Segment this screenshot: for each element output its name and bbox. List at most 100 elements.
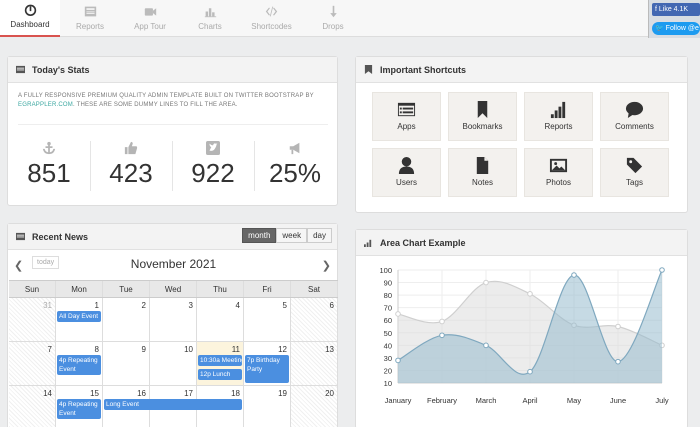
calendar-day[interactable]: 6 [291, 298, 338, 341]
x-tick-label: January [385, 396, 412, 405]
month-view-button[interactable]: month [242, 228, 277, 243]
arrow-down-icon [329, 5, 337, 18]
stat-value: 922 [191, 158, 235, 188]
todays-stats-panel: Today's Stats A FULLY RESPONSIVE PREMIUM… [7, 56, 338, 206]
calendar-day[interactable]: 19 [244, 386, 291, 427]
data-point [615, 358, 621, 365]
calendar-event[interactable]: 4p Repeating Event [57, 399, 101, 419]
next-month-button[interactable]: ❯ [321, 260, 331, 272]
panel-title: Important Shortcuts [380, 64, 467, 75]
calendar-day[interactable]: 8 4p Repeating Event [56, 342, 103, 385]
nav-label: App Tour [134, 22, 166, 31]
panel-header: Area Chart Example [356, 230, 687, 256]
nav-label: Charts [198, 22, 222, 31]
twitter-follow-button[interactable]: 🐦 Follow @e [652, 22, 700, 35]
facebook-like-button[interactable]: f Like 4.1K [652, 3, 700, 16]
calendar-day[interactable]: 10 [150, 342, 197, 385]
panel-header: Today's Stats [8, 57, 337, 83]
panel-header: Important Shortcuts [356, 57, 687, 83]
nav-app-tour[interactable]: App Tour [120, 0, 180, 37]
nav-label: Drops [322, 22, 344, 31]
calendar-day[interactable]: 15 4p Repeating Event [56, 386, 103, 427]
nav-label: Reports [75, 22, 104, 31]
bookmark-icon [477, 100, 488, 119]
divider [172, 141, 173, 191]
calendar-day[interactable]: 1 All Day Event [56, 298, 103, 341]
data-point [395, 311, 401, 317]
data-point [615, 323, 621, 330]
week-view-button[interactable]: week [276, 228, 308, 243]
file-icon [476, 156, 489, 175]
comment-icon [625, 101, 644, 119]
calendar-grid: Sun Mon Tue Wed Thu Fri Sat 31 1 All Day… [9, 280, 338, 427]
egrappler-link[interactable]: EGRAPPLER.COM [18, 102, 73, 108]
nav-label: Shortcodes [251, 22, 292, 31]
nav-dashboard[interactable]: Dashboard [0, 0, 60, 37]
divider [18, 124, 328, 125]
stat-twitter: 922 [172, 141, 254, 191]
prev-month-button[interactable]: ❮ [14, 260, 24, 272]
shortcut-photos[interactable]: Photos [524, 148, 593, 197]
x-tick-label: July [655, 396, 669, 405]
data-point [395, 357, 401, 364]
calendar-week-row: 7 8 4p Repeating Event 9 10 11 10:30a Me… [9, 342, 338, 386]
nav-drops[interactable]: Drops [303, 0, 363, 37]
y-tick-label: 50 [384, 329, 392, 338]
calendar-day[interactable]: 9 [103, 342, 150, 385]
top-nav: Dashboard Reports App Tour Charts Shortc… [0, 0, 700, 37]
window-list-icon [397, 102, 416, 117]
thumbs-up-icon [124, 141, 138, 155]
shortcut-bookmarks[interactable]: Bookmarks [448, 92, 517, 141]
shortcut-apps[interactable]: Apps [372, 92, 441, 141]
calendar-event[interactable]: 4p Repeating Event [57, 355, 101, 375]
signal-bars-icon [364, 239, 372, 247]
area-chart-panel: Area Chart Example 10 20 30 40 50 60 70 80 90 100… [355, 229, 688, 427]
y-tick-label: 30 [384, 354, 392, 363]
x-tick-label: February [427, 396, 457, 405]
calendar-event[interactable]: 10:30a Meeting [198, 355, 242, 366]
data-point [439, 332, 445, 339]
nav-shortcodes[interactable]: Shortcodes [240, 0, 303, 37]
shortcut-tags[interactable]: Tags [600, 148, 669, 197]
calendar-day[interactable]: 13 [291, 342, 338, 385]
calendar-day[interactable]: 16 Long Event [103, 386, 242, 427]
stat-bullhorn: 25% [254, 141, 336, 191]
calendar-event[interactable]: Long Event [104, 399, 242, 410]
y-tick-label: 10 [384, 379, 392, 388]
recent-news-panel: Recent News month week day ❮ today Novem… [7, 223, 338, 427]
calendar-event[interactable]: 12p Lunch [198, 369, 242, 380]
nav-reports[interactable]: Reports [60, 0, 120, 37]
weekday-label: Fri [244, 281, 291, 297]
shortcut-comments[interactable]: Comments [600, 92, 669, 141]
calendar-event[interactable]: 7p Birthday Party [245, 355, 289, 383]
stat-value: 851 [27, 158, 71, 188]
calendar-day-today[interactable]: 11 10:30a Meeting 12p Lunch [197, 342, 244, 385]
shortcut-users[interactable]: Users [372, 148, 441, 197]
panel-title: Area Chart Example [380, 237, 466, 248]
shortcut-notes[interactable]: Notes [448, 148, 517, 197]
calendar-day[interactable]: 14 [9, 386, 56, 427]
calendar-event[interactable]: All Day Event [57, 311, 101, 322]
calendar-day[interactable]: 12 7p Birthday Party [244, 342, 291, 385]
calendar-day[interactable]: 7 [9, 342, 56, 385]
list-icon [16, 232, 25, 241]
anchor-icon [42, 141, 56, 155]
nav-charts[interactable]: Charts [180, 0, 240, 37]
day-view-button[interactable]: day [307, 228, 332, 243]
calendar-day[interactable]: 5 [244, 298, 291, 341]
y-tick-label: 60 [384, 316, 392, 325]
panel-title: Recent News [32, 231, 89, 242]
social-widgets: f Like 4.1K 🐦 Follow @e [648, 0, 700, 38]
data-point [659, 267, 665, 273]
calendar-weekday-header: Sun Mon Tue Wed Thu Fri Sat [9, 280, 338, 298]
calendar-day[interactable]: 4 [197, 298, 244, 341]
shortcut-reports[interactable]: Reports [524, 92, 593, 141]
data-point [527, 368, 533, 375]
calendar-day[interactable]: 20 [291, 386, 338, 427]
data-point [571, 272, 577, 278]
calendar-day[interactable]: 31 [9, 298, 56, 341]
stat-value: 25% [268, 158, 322, 188]
today-button[interactable]: today [32, 256, 60, 269]
calendar-day[interactable]: 3 [150, 298, 197, 341]
calendar-day[interactable]: 2 [103, 298, 150, 341]
